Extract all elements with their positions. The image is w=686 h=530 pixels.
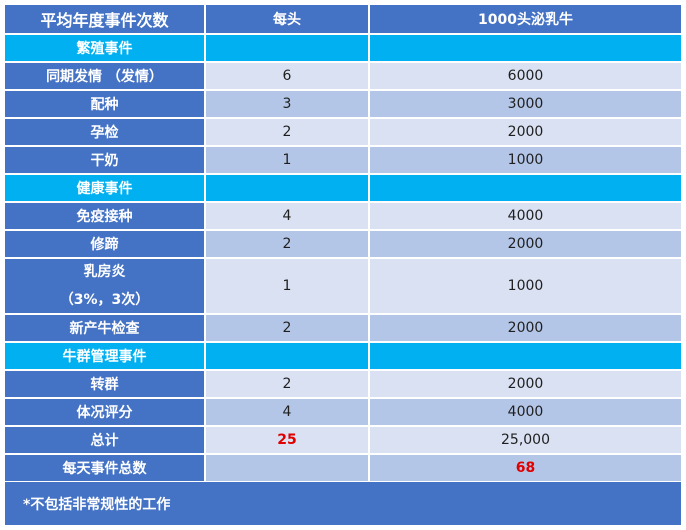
row-per-head: 1 — [206, 259, 370, 313]
row-per-head: 4 — [206, 203, 370, 229]
row-label: 孕检 — [5, 119, 206, 145]
row-per-head: 2 — [206, 119, 370, 145]
row-label-line1: 乳房炎 — [83, 264, 126, 280]
row-per-1000: 4000 — [370, 203, 681, 229]
row-per-1000: 6000 — [370, 63, 681, 89]
row-per-1000: 1000 — [370, 147, 681, 173]
row-label: 免疫接种 — [5, 203, 206, 229]
total-per-head: 25 — [206, 427, 370, 453]
row-per-head: 2 — [206, 231, 370, 257]
row-per-1000: 2000 — [370, 231, 681, 257]
row-per-head: 4 — [206, 399, 370, 425]
table-row: 孕检 2 2000 — [5, 119, 681, 147]
row-label: 体况评分 — [5, 399, 206, 425]
total-row: 总计 25 25,000 — [5, 427, 681, 455]
daily-total-row: 每天事件总数 68 — [5, 455, 681, 483]
table-row: 免疫接种 4 4000 — [5, 203, 681, 231]
table-row: 干奶 1 1000 — [5, 147, 681, 175]
row-label: 同期发情 （发情） — [5, 63, 206, 89]
section-title: 繁殖事件 — [5, 35, 206, 61]
row-per-1000: 2000 — [370, 315, 681, 341]
header-per-1000: 1000头泌乳牛 — [370, 5, 681, 33]
header-per-head: 每头 — [206, 5, 370, 33]
section-title: 牛群管理事件 — [5, 343, 206, 369]
section-row-health: 健康事件 — [5, 175, 681, 203]
row-label: 干奶 — [5, 147, 206, 173]
row-per-head: 1 — [206, 147, 370, 173]
row-per-head: 2 — [206, 371, 370, 397]
table-row: 新产牛检查 2 2000 — [5, 315, 681, 343]
table-row: 转群 2 2000 — [5, 371, 681, 399]
row-label-line2: （3%，3次） — [59, 292, 150, 308]
section-row-herd-management: 牛群管理事件 — [5, 343, 681, 371]
section-title: 健康事件 — [5, 175, 206, 201]
table-row: 修蹄 2 2000 — [5, 231, 681, 259]
row-per-1000: 1000 — [370, 259, 681, 313]
row-label: 修蹄 — [5, 231, 206, 257]
section-row-reproduction: 繁殖事件 — [5, 35, 681, 63]
daily-total-per-1000: 68 — [370, 455, 681, 481]
daily-total-label: 每天事件总数 — [5, 455, 206, 481]
table-row: 配种 3 3000 — [5, 91, 681, 119]
table-row: 乳房炎 （3%，3次） 1 1000 — [5, 259, 681, 315]
header-event-count: 平均年度事件次数 — [5, 5, 206, 33]
row-label: 乳房炎 （3%，3次） — [5, 259, 206, 313]
table-row: 同期发情 （发情） 6 6000 — [5, 63, 681, 91]
row-per-head: 6 — [206, 63, 370, 89]
row-label: 转群 — [5, 371, 206, 397]
total-label: 总计 — [5, 427, 206, 453]
table-row: 体况评分 4 4000 — [5, 399, 681, 427]
footnote: *不包括非常规性的工作 — [5, 482, 681, 525]
row-per-1000: 2000 — [370, 371, 681, 397]
table-header-row: 平均年度事件次数 每头 1000头泌乳牛 — [5, 5, 681, 35]
daily-total-per-head — [206, 455, 370, 481]
row-label: 配种 — [5, 91, 206, 117]
row-per-head: 2 — [206, 315, 370, 341]
row-per-1000: 4000 — [370, 399, 681, 425]
total-per-1000: 25,000 — [370, 427, 681, 453]
row-label: 新产牛检查 — [5, 315, 206, 341]
row-per-head: 3 — [206, 91, 370, 117]
row-per-1000: 3000 — [370, 91, 681, 117]
row-per-1000: 2000 — [370, 119, 681, 145]
event-table: 平均年度事件次数 每头 1000头泌乳牛 繁殖事件 同期发情 （发情） 6 60… — [5, 5, 681, 483]
